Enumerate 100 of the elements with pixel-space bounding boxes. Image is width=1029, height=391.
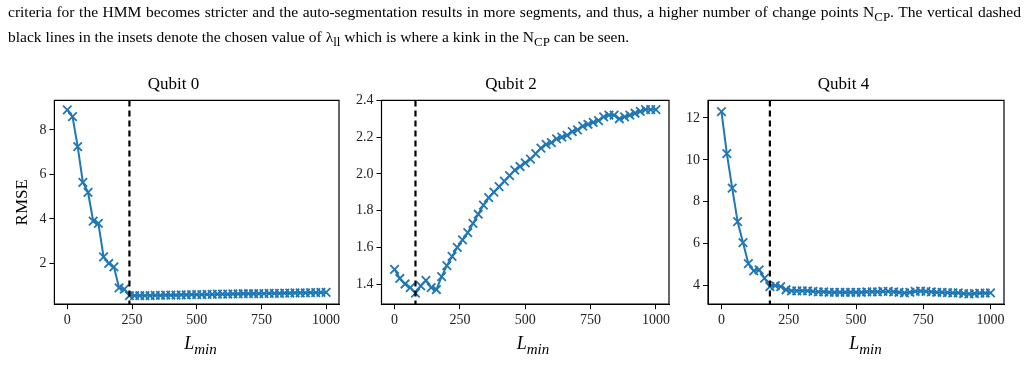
point <box>176 289 187 301</box>
x-tick-label: 0 <box>391 312 399 328</box>
point <box>499 176 510 187</box>
point <box>232 289 244 300</box>
point <box>974 288 985 299</box>
point <box>452 242 463 253</box>
x-tick-label: 500 <box>186 312 208 328</box>
point <box>904 287 915 298</box>
x-tick-label: 500 <box>845 312 867 328</box>
point <box>645 104 656 115</box>
x-axis-title: L$_{min}$ <box>848 332 883 359</box>
point <box>546 137 557 148</box>
point <box>191 289 202 300</box>
y-tick-label: 2 <box>39 255 47 271</box>
point <box>840 287 851 298</box>
point <box>614 113 625 125</box>
point <box>899 287 910 299</box>
point <box>936 287 948 298</box>
point <box>770 280 781 291</box>
point <box>77 177 88 188</box>
chart-title: Qubit 4 <box>817 73 870 93</box>
point <box>93 218 104 229</box>
point <box>861 286 872 298</box>
point <box>300 287 311 299</box>
point <box>947 287 959 299</box>
point <box>598 111 609 123</box>
point <box>807 286 819 297</box>
x-axis-title: L$_{min}$ <box>183 332 218 359</box>
y-tick-label: 4 <box>39 210 47 226</box>
chart-title: Qubit 0 <box>147 73 200 93</box>
point <box>129 290 140 302</box>
point <box>488 187 500 198</box>
point <box>926 286 937 298</box>
y-tick-label: 6 <box>39 166 47 182</box>
point <box>775 281 786 292</box>
point <box>124 290 135 302</box>
y-tick-label: 2.4 <box>356 92 374 108</box>
point <box>426 282 437 294</box>
point <box>457 234 468 246</box>
point <box>588 117 599 128</box>
point <box>732 216 743 227</box>
point <box>850 287 862 298</box>
point <box>310 287 321 298</box>
point <box>509 165 520 176</box>
point <box>98 251 109 263</box>
point <box>629 108 641 119</box>
point <box>478 200 489 211</box>
point <box>958 288 969 299</box>
point <box>295 287 306 299</box>
point <box>802 285 813 297</box>
y-axis-title: RMSE <box>11 179 31 226</box>
point <box>415 280 426 292</box>
point <box>320 287 332 298</box>
point <box>818 286 829 298</box>
point <box>716 106 727 118</box>
point <box>872 286 883 298</box>
point <box>888 286 899 298</box>
point <box>780 284 792 296</box>
point <box>867 286 878 298</box>
x-tick-label: 750 <box>580 312 602 328</box>
x-tick-label: 750 <box>912 312 934 328</box>
point <box>238 288 249 300</box>
x-tick-label: 750 <box>250 312 272 328</box>
point <box>420 275 432 286</box>
point <box>274 288 285 299</box>
y-tick-label: 4 <box>693 277 700 293</box>
point <box>399 279 411 290</box>
point <box>284 288 295 299</box>
chart-title: Qubit 2 <box>485 73 537 93</box>
x-tick-label: 250 <box>121 312 143 328</box>
point <box>883 286 894 297</box>
point <box>520 157 531 169</box>
point <box>150 290 161 301</box>
point <box>82 187 94 198</box>
point <box>969 288 980 299</box>
text: criteria for the HMM becomes stricter and the auto-segmentation results in more segments, and thus, a higher number of change points N$_{CP}$. The vertical dashed black lines in the insets denote the chosen value of λ$_{ll}$ which is where a kink in the N$_{CP}$ can be seen. <box>8 3 1021 50</box>
point <box>764 281 776 292</box>
point <box>504 170 515 182</box>
point <box>119 284 130 295</box>
point <box>258 288 270 299</box>
point <box>823 287 835 298</box>
x-tick-label: 1000 <box>976 312 1005 328</box>
y-tick-label: 1.6 <box>356 239 374 255</box>
point <box>635 106 646 117</box>
point <box>791 285 802 297</box>
point <box>248 288 259 300</box>
point <box>134 290 145 302</box>
point <box>186 289 197 300</box>
point <box>567 126 578 137</box>
y-tick-label: 2.0 <box>356 165 374 181</box>
y-tick-label: 8 <box>693 193 700 209</box>
point <box>593 115 604 126</box>
point <box>963 288 975 300</box>
x-tick-label: 250 <box>778 312 800 328</box>
point <box>264 288 275 299</box>
point <box>556 132 567 143</box>
point <box>759 273 770 284</box>
point <box>650 104 662 115</box>
point <box>431 284 442 295</box>
point <box>530 148 541 159</box>
